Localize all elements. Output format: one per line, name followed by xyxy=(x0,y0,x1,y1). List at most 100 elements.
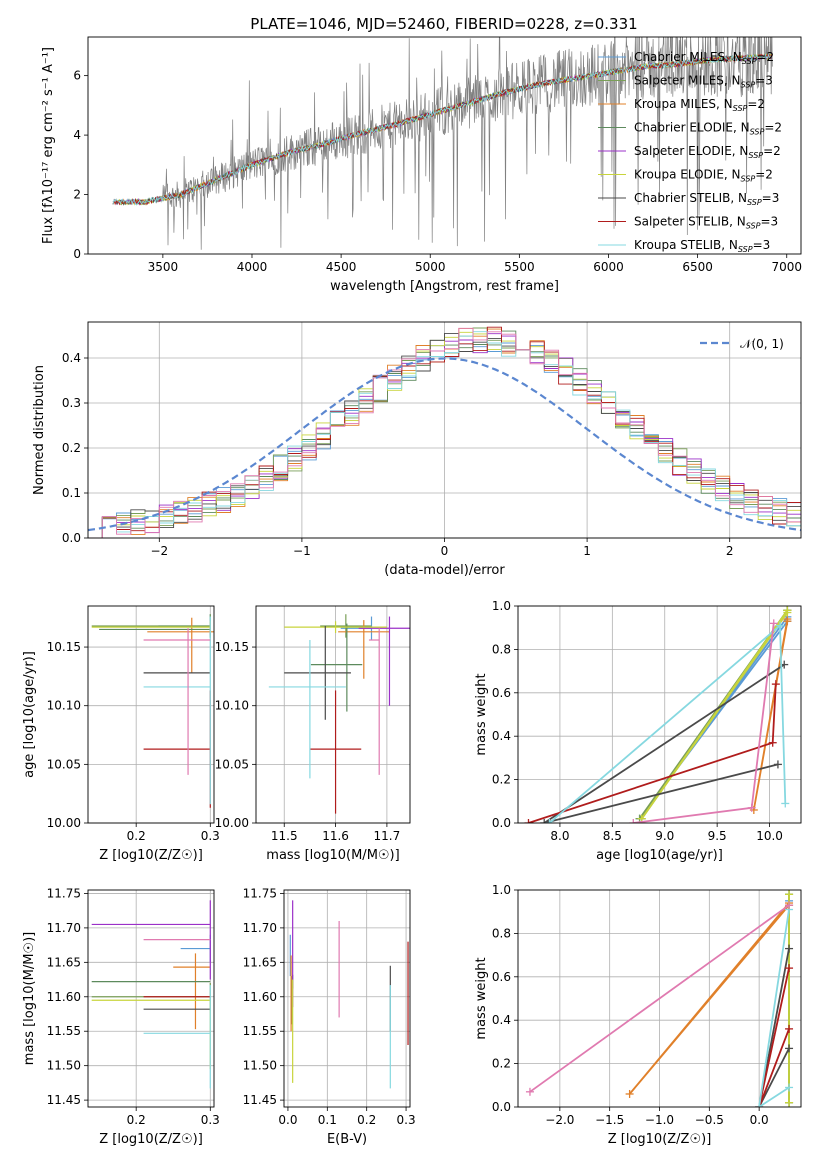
weight-marker xyxy=(785,901,794,910)
weight-marker xyxy=(785,1044,794,1053)
x-tick-label: 0.1 xyxy=(318,1113,337,1127)
data-point xyxy=(91,999,211,1070)
weight-marker xyxy=(540,819,549,823)
gaussian-curve xyxy=(88,357,801,532)
y-tick-label: 11.45 xyxy=(243,1093,277,1107)
weight-marker xyxy=(785,890,794,899)
y-axis-label: mass [log10(M/M☉)] xyxy=(22,932,37,1065)
x-tick-label: −2.0 xyxy=(545,1113,574,1127)
y-tick-label: 11.75 xyxy=(47,886,81,900)
y-tick-label: 0.8 xyxy=(492,642,511,656)
x-tick-label: 0.2 xyxy=(357,1113,376,1127)
weight-marker xyxy=(545,819,554,823)
x-tick-label: 11.6 xyxy=(322,829,349,843)
mass_vs_ebv-grid xyxy=(284,890,410,1107)
age_vs_Z-axes: 0.2 0.3 10.00 10.05 10.10 10.15 Z [log10(Z/Z☉)… xyxy=(22,605,220,863)
x-tick-label: 8.5 xyxy=(603,829,622,843)
y-tick-label: 11.60 xyxy=(47,990,81,1004)
weight-marker xyxy=(755,1103,764,1107)
y-tick-label: 0.0 xyxy=(62,531,81,545)
data-point xyxy=(284,625,351,720)
y-axis-label: Normed distribution xyxy=(32,365,47,495)
legend-entry: Chabrier ELODIE, NSSP=2 xyxy=(634,121,782,137)
x-axis-label: E(B-V) xyxy=(327,1132,367,1147)
y-tick-label: 11.45 xyxy=(47,1093,81,1107)
x-axis-label: age [log10(age/yr)] xyxy=(596,848,723,863)
y-tick-label: 0.6 xyxy=(492,970,511,984)
y-tick-label: 0.2 xyxy=(492,1057,511,1071)
legend-entry: Chabrier STELIB, NSSP=3 xyxy=(634,191,779,207)
y-tick-label: 11.70 xyxy=(47,921,81,935)
weight-marker xyxy=(625,1089,634,1098)
x-tick-label: 2 xyxy=(726,544,734,558)
y-tick-label: 0.4 xyxy=(492,729,511,743)
data-point xyxy=(143,690,211,808)
histogram-step xyxy=(88,331,801,538)
x-tick-label: 5000 xyxy=(415,260,446,274)
y-tick-label: 11.55 xyxy=(47,1024,81,1038)
mass_vs_Z-plot xyxy=(91,900,211,1089)
residuals-axes: −2 −1 0 1 2 0.0 0.1 0.2 0.3 0.4 (data-model)/error… xyxy=(32,321,802,578)
weight-marker xyxy=(783,606,792,615)
weight_vs_Z-plot xyxy=(525,890,794,1107)
weight-marker xyxy=(525,1087,534,1096)
y-tick-label: 0.3 xyxy=(62,396,81,410)
y-axis-label: age [log10(age/yr)] xyxy=(22,651,37,778)
age_vs_mass-frame xyxy=(255,605,411,824)
x-axis-label: Z [log10(Z/Z☉)] xyxy=(99,848,203,863)
weight-marker xyxy=(629,819,638,823)
figure-title: PLATE=1046, MJD=52460, FIBERID=0228, z=0… xyxy=(250,15,637,33)
legend-entry: Salpeter STELIB, NSSP=3 xyxy=(634,215,778,231)
y-tick-label: 11.55 xyxy=(243,1024,277,1038)
age_vs_mass-grid xyxy=(256,606,410,824)
x-tick-label: 11.5 xyxy=(271,829,298,843)
age_vs_Z-frame xyxy=(87,605,215,824)
legend-entry: Salpeter MILES, NSSP=3 xyxy=(634,74,773,90)
weight-marker xyxy=(785,1024,794,1033)
x-tick-label: 0 xyxy=(441,544,449,558)
y-tick-label: 10.00 xyxy=(215,816,249,830)
y-tick-label: 10.10 xyxy=(47,699,81,713)
legend-entry: Salpeter ELODIE, NSSP=2 xyxy=(634,144,781,160)
spectrum-axes: 3500 4000 4500 5000 5500 6000 6500 7000 0 2 4 6 wave… xyxy=(41,36,802,294)
residual-legend: 𝒩(0, 1) xyxy=(700,337,784,351)
x-tick-label: 0.2 xyxy=(127,829,146,843)
mass_vs_Z-frame xyxy=(87,889,215,1108)
weight-line xyxy=(758,909,790,1107)
weight-line xyxy=(543,663,785,823)
x-tick-label: 7000 xyxy=(771,260,802,274)
legend-entry: Kroupa MILES, NSSP=2 xyxy=(634,97,765,113)
x-axis-label: (data-model)/error xyxy=(384,563,505,578)
y-tick-label: 11.65 xyxy=(243,955,277,969)
y-tick-label: 11.50 xyxy=(47,1059,81,1073)
histogram-step xyxy=(88,331,801,538)
x-tick-label: 0.0 xyxy=(278,1113,297,1127)
data-point xyxy=(320,614,372,638)
x-tick-label: 4500 xyxy=(326,260,357,274)
weight-marker xyxy=(771,680,780,689)
age_vs_Z-grid xyxy=(88,606,214,824)
data-point xyxy=(143,628,211,775)
y-tick-label: 11.60 xyxy=(243,990,277,1004)
data-point xyxy=(268,640,346,779)
weight_vs_age-axes: 8.0 8.5 9.0 9.5 10.0 0.0 0.2 0.4 0.6 0.8 1.0 age [l… xyxy=(474,599,802,863)
data-point xyxy=(173,953,211,1030)
legend-entry: 𝒩(0, 1) xyxy=(740,337,784,351)
y-tick-label: 0 xyxy=(73,247,81,261)
weight-line xyxy=(548,623,787,823)
weight-line xyxy=(758,948,790,1107)
weight-marker xyxy=(773,760,782,769)
y-tick-label: 10.15 xyxy=(215,640,249,654)
weight-marker xyxy=(785,944,794,953)
y-axis-label: mass weight xyxy=(474,957,489,1039)
x-tick-label: 6000 xyxy=(593,260,624,274)
model-spectrum-line xyxy=(112,53,772,205)
weight_vs_age-plot xyxy=(524,606,792,823)
y-tick-label: 10.00 xyxy=(47,816,81,830)
residuals-plot xyxy=(88,326,801,538)
spectrum-legend: Chabrier MILES, NSSP=2 Salpeter MILES, NS… xyxy=(598,50,782,254)
y-tick-label: 10.10 xyxy=(215,699,249,713)
x-tick-label: −1.0 xyxy=(645,1113,674,1127)
x-tick-label: 9.0 xyxy=(655,829,674,843)
y-tick-label: 11.50 xyxy=(243,1059,277,1073)
